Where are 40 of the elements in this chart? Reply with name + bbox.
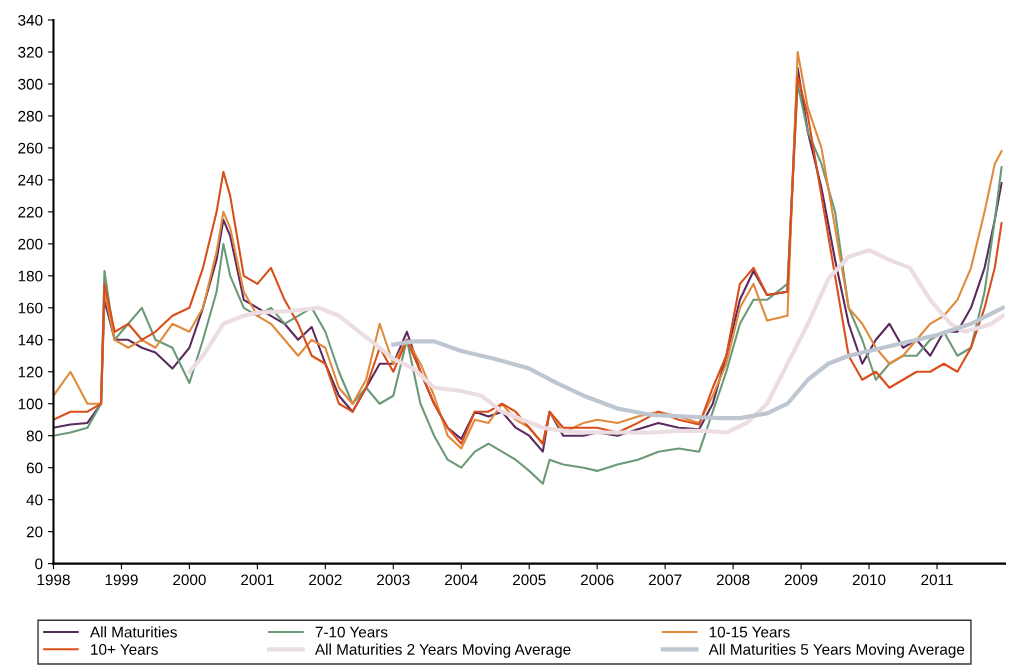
legend-label: 10+ Years bbox=[91, 644, 158, 655]
x-tick-label: 2005 bbox=[513, 574, 546, 586]
y-tick-label: 60 bbox=[26, 462, 43, 474]
y-tick-label: 180 bbox=[18, 270, 43, 282]
y-tick-label: 340 bbox=[18, 14, 43, 26]
x-tick-label: 2008 bbox=[716, 574, 750, 586]
y-tick-label: 100 bbox=[18, 398, 43, 410]
x-tick-label: 2001 bbox=[241, 574, 274, 586]
legend-label: All Maturities 5 Years Moving Average bbox=[708, 643, 965, 658]
y-tick-label: 160 bbox=[18, 302, 43, 314]
y-tick-label: 280 bbox=[18, 110, 43, 122]
y-tick-label: 220 bbox=[18, 206, 43, 218]
y-tick-label: 320 bbox=[18, 46, 43, 58]
y-tick-label: 260 bbox=[18, 142, 43, 154]
line-series bbox=[391, 305, 1005, 421]
y-tick-label: 20 bbox=[26, 526, 43, 538]
x-tick-label: 2006 bbox=[580, 574, 614, 586]
x-tick-label: 2011 bbox=[921, 574, 953, 586]
x-tick-label: 1998 bbox=[37, 574, 70, 586]
legend-label: All Maturities 2 Years Moving Average bbox=[314, 643, 571, 658]
x-tick-label: 2010 bbox=[852, 574, 886, 586]
x-tick-label: 2004 bbox=[445, 574, 478, 586]
y-tick-label: 240 bbox=[18, 174, 43, 186]
legend-label: 10-15 Years bbox=[709, 626, 790, 638]
y-tick-label: 120 bbox=[18, 366, 43, 378]
y-tick-label: 80 bbox=[26, 430, 43, 442]
y-tick-label: 0 bbox=[35, 558, 43, 570]
legend-label: All Maturities bbox=[90, 626, 177, 638]
x-tick-label: 1999 bbox=[105, 574, 138, 586]
y-tick-label: 200 bbox=[18, 238, 43, 250]
line-series bbox=[187, 248, 1005, 435]
y-tick-label: 40 bbox=[26, 494, 43, 506]
x-tick-label: 2002 bbox=[309, 574, 342, 586]
x-tick-label: 2009 bbox=[784, 574, 818, 586]
x-tick-label: 2007 bbox=[648, 574, 682, 586]
y-tick-label: 140 bbox=[18, 334, 43, 346]
x-tick-label: 2000 bbox=[173, 574, 206, 586]
x-tick-label: 2003 bbox=[377, 574, 410, 586]
legend-label: 7-10 Years bbox=[315, 626, 388, 638]
y-tick-label: 300 bbox=[18, 78, 43, 90]
